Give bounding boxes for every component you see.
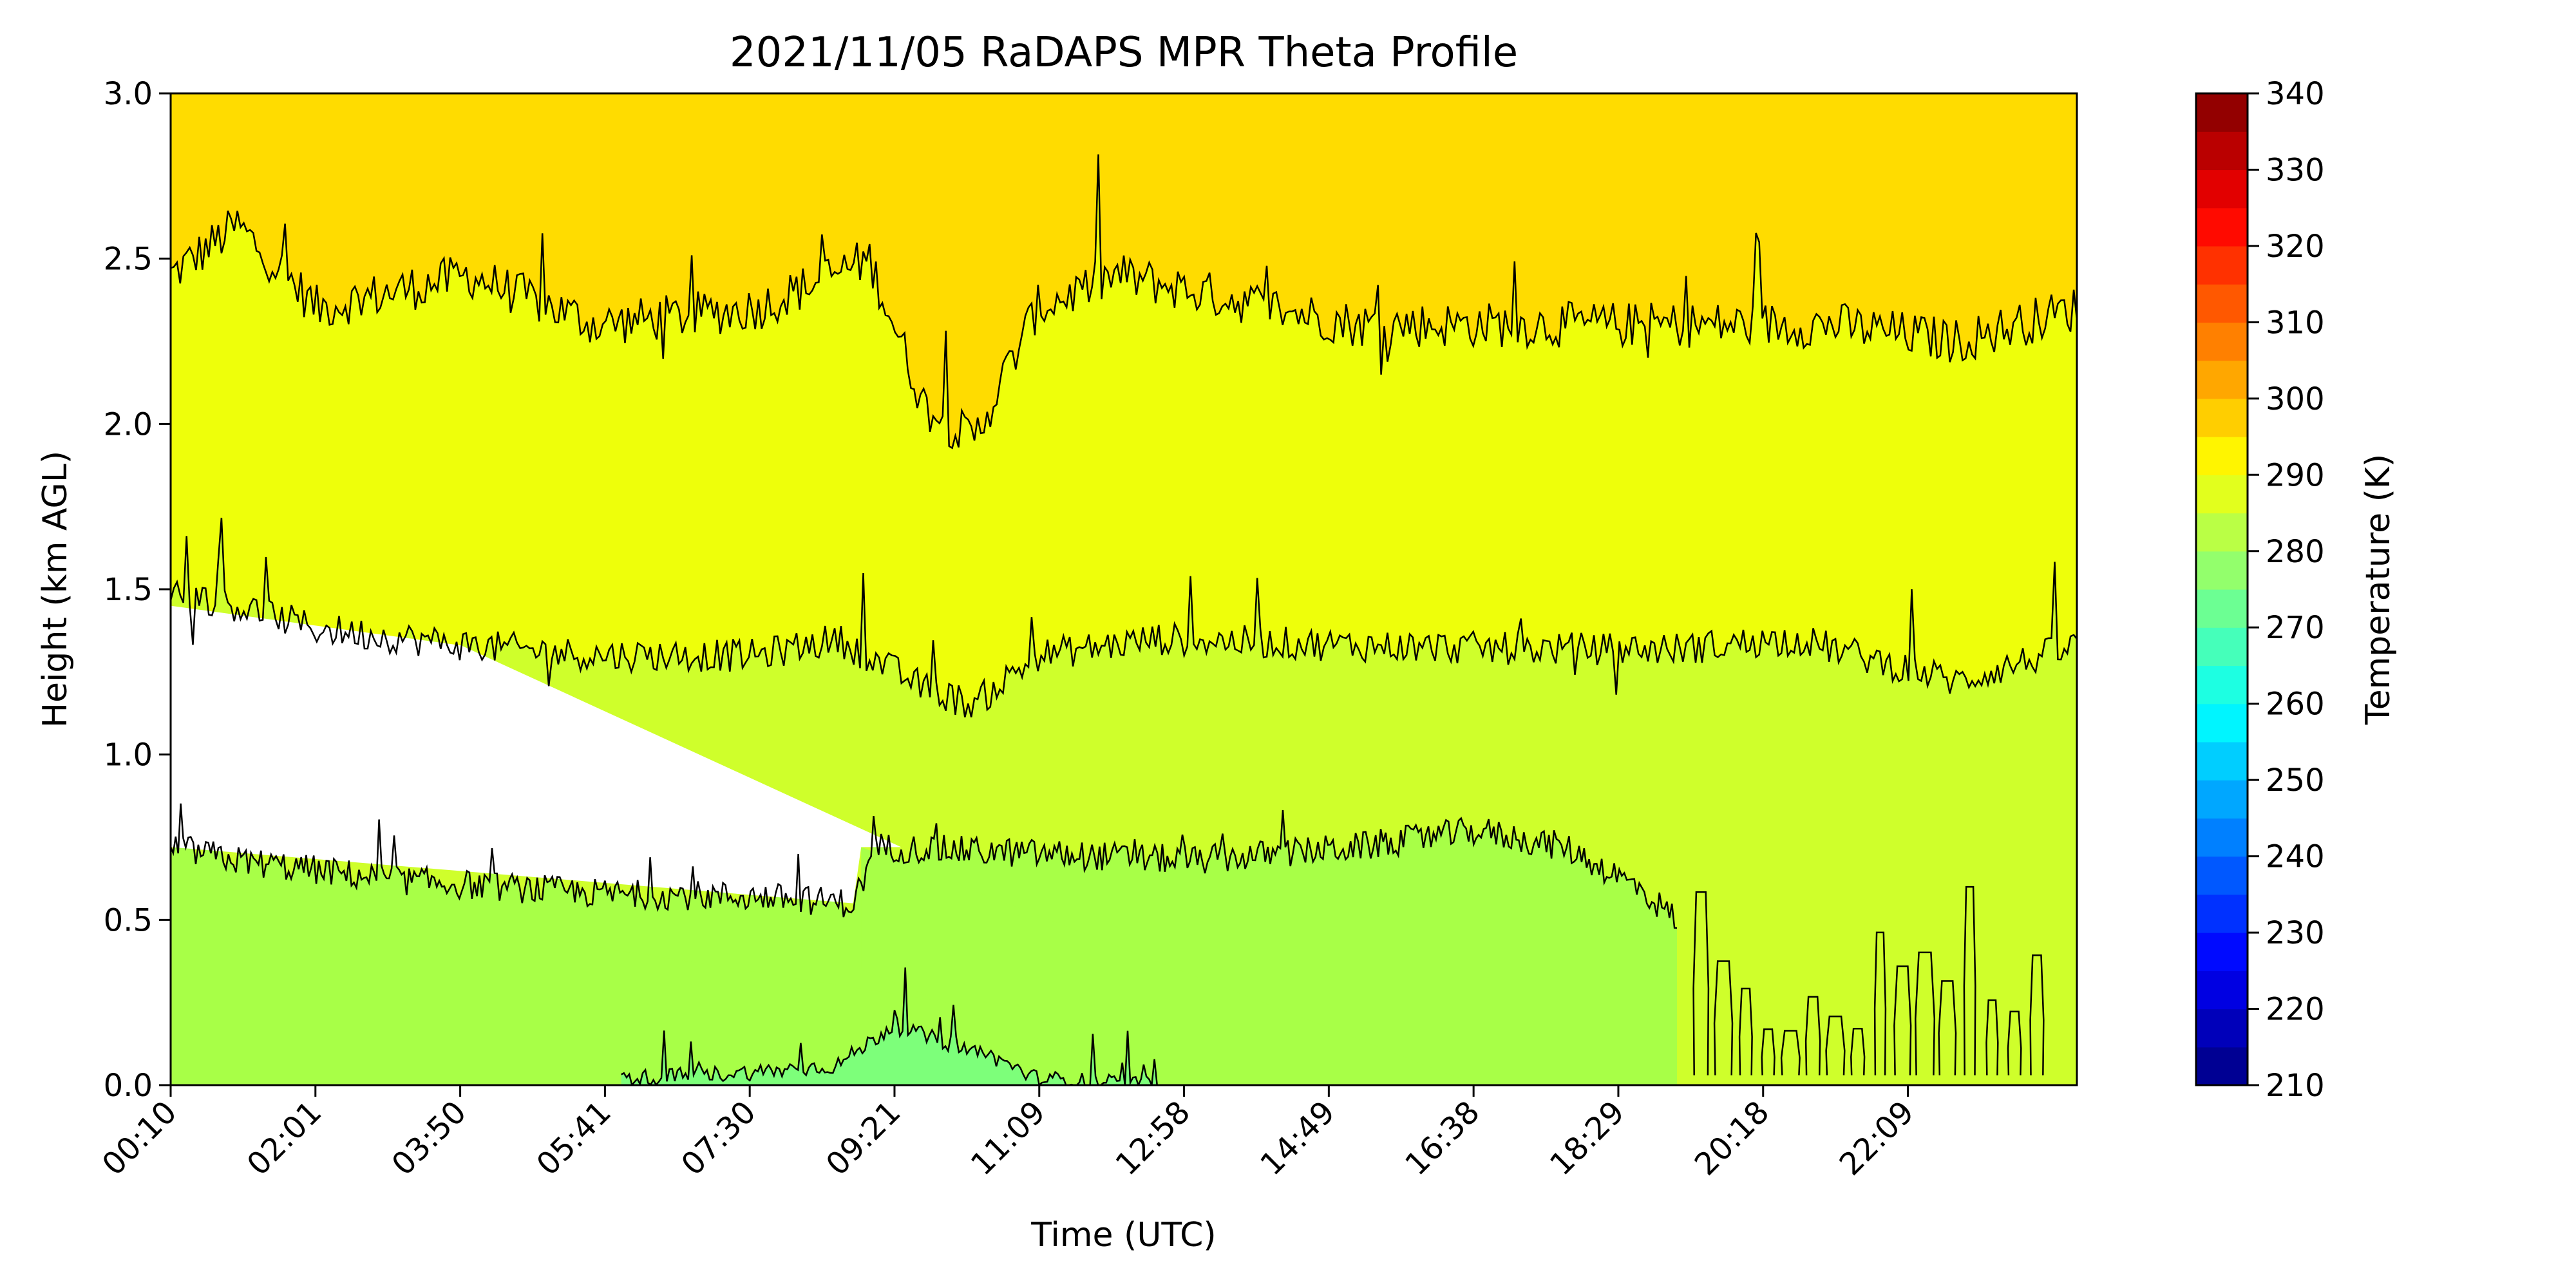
colorbar-tick-label: 330: [2266, 152, 2325, 188]
band-295-300: [171, 93, 2077, 448]
colorbar-tick-label: 280: [2266, 534, 2325, 570]
colorbar-tick-label: 220: [2266, 992, 2325, 1028]
contour-280K: [621, 967, 1158, 1085]
contour-285K-cell: [1893, 965, 1912, 1075]
colorbar-segment: [2196, 933, 2248, 971]
colorbar-tick-label: 260: [2266, 687, 2325, 723]
colorbar-segment: [2196, 1009, 2248, 1048]
colorbar-segment: [2196, 93, 2248, 132]
colorbar-segment: [2196, 437, 2248, 475]
colorbar-tick-label: 240: [2266, 839, 2325, 875]
x-tick-label: 16:38: [1398, 1094, 1486, 1182]
y-tick-label: 2.5: [104, 242, 153, 278]
contour-285K-cell: [1938, 980, 1957, 1075]
band-275-280: [621, 967, 1157, 1085]
x-tick-label: 07:30: [674, 1094, 762, 1182]
colorbar-tick-label: 300: [2266, 381, 2325, 417]
x-tick-label: 03:50: [385, 1094, 473, 1182]
band-artifact-mid: [861, 847, 1477, 1085]
y-tick-label: 3.0: [104, 76, 153, 112]
contour-bands: [171, 93, 2077, 1085]
colorbar-tick-label: 210: [2266, 1068, 2325, 1104]
colorbar-label: Temperature (K): [2359, 454, 2398, 726]
colorbar-segment: [2196, 894, 2248, 933]
colorbar-segment: [2196, 513, 2248, 552]
y-tick-label: 1.5: [104, 572, 153, 608]
colorbar-tick-label: 290: [2266, 457, 2325, 493]
x-tick-label: 12:58: [1109, 1094, 1197, 1182]
colorbar-tick-label: 230: [2266, 915, 2325, 951]
contour-285K-cell: [1761, 1028, 1776, 1075]
colorbar-frame: [2195, 92, 2249, 1086]
x-tick-label: 20:18: [1688, 1094, 1776, 1182]
colorbar-segment: [2196, 360, 2248, 399]
colorbar-segment: [2196, 780, 2248, 819]
contour-285K-cell: [1692, 891, 1710, 1075]
colorbar-segment: [2196, 475, 2248, 514]
band-missing-data: [171, 605, 902, 904]
colorbar-tick-label: 340: [2266, 76, 2325, 112]
contour-lines: [171, 154, 2077, 1085]
colorbar-segment: [2196, 245, 2248, 285]
contour-285K-cell: [1713, 960, 1734, 1075]
y-tick-label: 1.0: [104, 737, 153, 773]
x-tick-label: 22:09: [1833, 1094, 1921, 1182]
colorbar-segment: [2196, 207, 2248, 247]
colorbar-segment: [2196, 131, 2248, 171]
contour-285K-cell: [1738, 987, 1753, 1075]
colorbar-segment: [2196, 169, 2248, 209]
y-axis-label: Height (km AGL): [36, 451, 75, 728]
contour-295K: [171, 154, 2077, 450]
contour-285K-cell: [1804, 996, 1821, 1075]
colorbar-tick-label: 320: [2266, 229, 2325, 265]
x-axis-label: Time (UTC): [1030, 1216, 1216, 1255]
contour-285K: [171, 803, 1678, 929]
colorbar-segment: [2196, 589, 2248, 628]
colorbar-tick-label: 270: [2266, 610, 2325, 646]
contour-285K-cell: [1873, 931, 1887, 1075]
colorbar-segment: [2196, 703, 2248, 743]
colorbar-segment: [2196, 856, 2248, 895]
colorbar: 210 220 230 240 250 260 270 280 290 300 310 320 330 3…: [2195, 76, 2325, 1104]
colorbar-tick-label: 250: [2266, 762, 2325, 799]
colorbar-segment: [2196, 322, 2248, 361]
contour-285K-cell: [1963, 886, 1976, 1075]
x-tick-label: 02:01: [240, 1094, 328, 1182]
contour-285K-cell: [1850, 1028, 1866, 1075]
colorbar-segment: [2196, 818, 2248, 857]
x-tick-label: 00:10: [95, 1094, 184, 1182]
x-axis: 00:10 02:01 03:50 05:41 07:30 09:21 11:09 12:58…: [95, 1085, 1921, 1182]
colorbar-segment: [2196, 741, 2248, 781]
y-tick-label: 0.0: [104, 1068, 153, 1104]
colorbar-segment: [2196, 971, 2248, 1010]
colorbar-segment: [2196, 551, 2248, 590]
contour-285K-cell: [2007, 1010, 2022, 1075]
x-tick-label: 05:41: [529, 1094, 618, 1182]
y-tick-label: 0.5: [104, 902, 153, 938]
x-tick-label: 11:09: [964, 1094, 1052, 1182]
chart-title: 2021/11/05 RaDAPS MPR Theta Profile: [730, 29, 1518, 77]
contour-285K-cell: [2029, 954, 2045, 1075]
x-tick-label: 09:21: [819, 1094, 907, 1182]
contour-285K-cell: [1780, 1030, 1801, 1075]
colorbar-segment: [2196, 1046, 2248, 1086]
plot-area: [169, 92, 2078, 1086]
x-tick-label: 18:29: [1543, 1094, 1631, 1182]
contour-285K-cell: [1825, 1015, 1846, 1075]
colorbar-segment: [2196, 627, 2248, 667]
colorbar-segment: [2196, 284, 2248, 323]
y-tick-label: 2.0: [104, 406, 153, 442]
x-tick-label: 14:49: [1253, 1094, 1341, 1182]
colorbar-segment: [2196, 398, 2248, 437]
contour-285K-cell: [1915, 951, 1936, 1075]
y-axis: 0.0 0.5 1.0 1.5 2.0 2.5 3.0: [104, 76, 171, 1104]
colorbar-tick-label: 310: [2266, 305, 2325, 341]
band-290-295: [171, 154, 2077, 717]
colorbar-segment: [2196, 665, 2248, 705]
contour-285K-cell: [1985, 999, 1999, 1075]
contour-290K: [171, 517, 2077, 717]
